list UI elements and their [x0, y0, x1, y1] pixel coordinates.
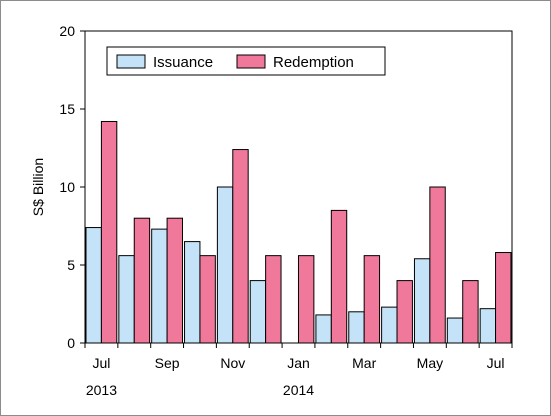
bar-issuance-may-2014: [413, 258, 431, 344]
y-axis-label: S$ Billion: [30, 158, 46, 216]
x-tick-label: Sep: [155, 355, 180, 371]
bar-redemption-apr-2014: [396, 280, 413, 344]
bar-issuance-oct-2013: [184, 241, 201, 344]
legend-label-redemption: Redemption: [273, 54, 354, 71]
bar-redemption-jan-2014: [297, 255, 315, 344]
bar-issuance-sep-2013: [151, 228, 168, 344]
x-tick-label: Jul: [487, 355, 505, 371]
bar-redemption-sep-2013: [166, 217, 183, 344]
x-tick-label: Jan: [287, 355, 310, 371]
bar-issuance-nov-2013: [216, 186, 234, 344]
bar-redemption-dec-2013: [265, 255, 282, 344]
legend-swatch-redemption: [236, 54, 266, 69]
bars-group: [85, 120, 512, 344]
bar-redemption-mar-2014: [363, 255, 381, 344]
y-tick-label: 15: [59, 101, 75, 117]
bar-redemption-feb-2014: [330, 209, 348, 344]
bar-issuance-dec-2013: [249, 280, 267, 344]
x-tick-label: May: [417, 355, 443, 371]
y-tick-label: 0: [67, 335, 75, 351]
x-axis: Jul Sep Nov Jan Mar May Jul 2013 2014: [84, 343, 513, 398]
bar-redemption-jul-2013: [100, 120, 118, 344]
year-label-2013: 2013: [86, 382, 117, 398]
legend-swatch-issuance: [116, 54, 146, 69]
y-tick-label: 10: [59, 179, 75, 195]
x-tick-label: Jul: [92, 355, 110, 371]
y-axis: 0 5 10 15 20: [59, 23, 85, 351]
bar-redemption-may-2014: [429, 186, 446, 344]
bar-issuance-feb-2014: [315, 314, 332, 344]
x-tick-label: Nov: [220, 355, 245, 371]
bar-redemption-oct-2013: [199, 255, 216, 344]
legend-box: [106, 46, 386, 76]
bar-issuance-aug-2013: [118, 255, 135, 344]
bar-redemption-jul-2014: [495, 252, 512, 344]
bar-issuance-jun-2014: [446, 317, 464, 344]
legend-label-issuance: Issuance: [153, 54, 213, 71]
bar-issuance-mar-2014: [348, 311, 365, 344]
bar-issuance-jul-2014: [479, 308, 497, 344]
bar-issuance-apr-2014: [381, 306, 398, 344]
bar-redemption-aug-2013: [133, 217, 151, 344]
legend: Issuance Redemption: [106, 46, 386, 76]
y-tick-label: 20: [59, 23, 75, 39]
bar-redemption-nov-2013: [232, 149, 249, 344]
y-tick-label: 5: [67, 257, 75, 273]
year-label-2014: 2014: [283, 382, 314, 398]
x-tick-label: Mar: [352, 355, 376, 371]
bar-issuance-jul-2013: [85, 227, 102, 344]
bar-redemption-jun-2014: [462, 280, 479, 344]
